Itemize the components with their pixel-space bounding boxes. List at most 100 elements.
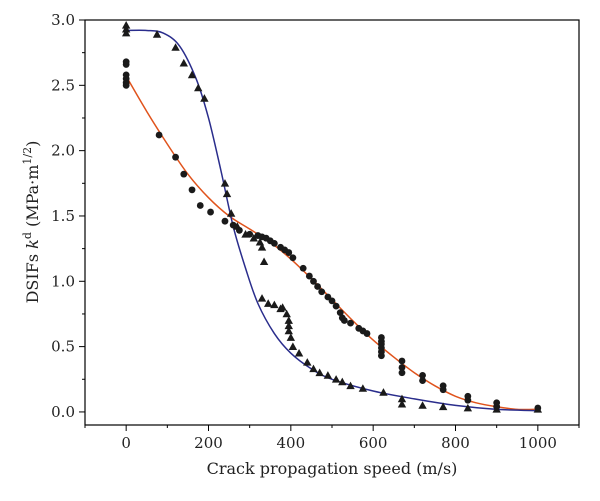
circle-point [122, 58, 130, 66]
circle-point [172, 153, 179, 161]
circle-point [180, 170, 188, 178]
triangle-point [418, 401, 427, 409]
y-tick-label: 2.5 [51, 76, 75, 94]
triangle-point [259, 257, 269, 266]
y-tick-label: 3.0 [51, 11, 75, 29]
triangle-point [286, 333, 296, 341]
triangle-point [331, 375, 341, 383]
triangle-point [257, 243, 267, 251]
fit-curve-2 [126, 29, 538, 412]
x-tick-label: 0 [121, 434, 131, 452]
triangle-point [282, 309, 291, 318]
circle-point [398, 369, 406, 377]
data-points [121, 21, 543, 413]
circle-point [155, 131, 163, 139]
triangle-point [249, 233, 258, 242]
circle-point [188, 186, 196, 194]
circle-point [336, 309, 344, 317]
triangle-point [346, 381, 355, 390]
axis-ticks: 0 200 400 600 800 1000 0.0 0.5 1.0 1.5 2.0 2.5 3.0 [51, 11, 580, 452]
circle-point [347, 319, 354, 327]
circle-point [122, 81, 130, 89]
circle-point [318, 288, 326, 296]
y-tick-label: 2.0 [51, 142, 75, 160]
circle-point [378, 352, 385, 360]
triangle-point [463, 403, 473, 412]
x-tick-label: 600 [359, 434, 388, 452]
triangle-point [222, 189, 232, 198]
circle-point [270, 240, 278, 247]
circle-point [305, 272, 313, 280]
y-axis-title-exp: 1/2 [21, 147, 34, 165]
triangle-point [171, 43, 180, 51]
x-tick-label: 400 [277, 434, 306, 452]
y-axis-title: DSIFs kd (MPa·m1/2) [21, 141, 42, 304]
triangle-point [194, 83, 203, 92]
circle-point [328, 297, 336, 305]
y-axis-title-unit: (MPa·m [23, 165, 42, 233]
y-axis-title-prefix: DSIFs [23, 249, 42, 304]
circle-point [464, 396, 472, 404]
triangle-point [121, 24, 131, 33]
circle-point [419, 371, 426, 379]
circle-point [207, 208, 214, 216]
x-tick-label: 800 [441, 434, 470, 452]
triangle-point [438, 402, 448, 411]
triangle-point [397, 399, 407, 408]
triangle-point [533, 405, 543, 413]
circle-point [285, 249, 293, 256]
triangle-point [338, 377, 347, 386]
triangle-point [288, 342, 298, 350]
triangle-point [309, 364, 318, 373]
fit-curve-1 [125, 75, 538, 411]
triangle-point [323, 371, 333, 379]
y-tick-label: 1.0 [51, 272, 75, 290]
circle-point [363, 330, 371, 337]
triangle-point [257, 294, 267, 302]
triangle-point [226, 209, 236, 217]
triangle-point [121, 28, 131, 37]
triangle-point [241, 230, 250, 238]
circle-point [398, 364, 406, 371]
fit-curves [125, 29, 538, 412]
y-axis-title-k-sup: d [21, 232, 34, 239]
circle-point [332, 302, 340, 310]
triangle-point [233, 222, 242, 230]
y-tick-label: 1.5 [51, 207, 75, 225]
circle-point [398, 357, 406, 365]
triangle-point [278, 303, 287, 311]
triangle-point [492, 405, 501, 413]
triangle-point [270, 300, 279, 309]
triangle-point [358, 384, 368, 392]
triangle-point [397, 394, 407, 403]
triangle-point [263, 299, 273, 307]
circle-point [299, 264, 307, 272]
x-tick-label: 1000 [519, 434, 557, 452]
circle-point [221, 217, 229, 225]
triangle-point [179, 58, 188, 67]
x-tick-label: 200 [194, 434, 223, 452]
triangle-point [284, 316, 293, 324]
circle-point [419, 377, 426, 384]
y-tick-label: 0.5 [51, 338, 75, 356]
triangle-point [187, 70, 197, 79]
triangle-point [379, 388, 388, 396]
circle-point [310, 277, 317, 285]
triangle-point [152, 30, 162, 38]
plot-frame [84, 19, 580, 426]
y-axis-title-close: ) [23, 141, 42, 147]
triangle-point [284, 321, 293, 330]
triangle-point [121, 21, 131, 29]
triangle-point [315, 368, 324, 377]
circle-point [439, 386, 447, 394]
circle-point [196, 202, 204, 209]
circle-point [314, 283, 321, 290]
circle-point [340, 317, 348, 324]
triangle-point [200, 94, 209, 102]
triangle-point [303, 358, 312, 366]
triangle-point [220, 179, 230, 187]
y-axis-title-k: k [23, 239, 42, 249]
x-axis-title: Crack propagation speed (m/s) [207, 459, 458, 478]
triangle-point [284, 326, 293, 335]
